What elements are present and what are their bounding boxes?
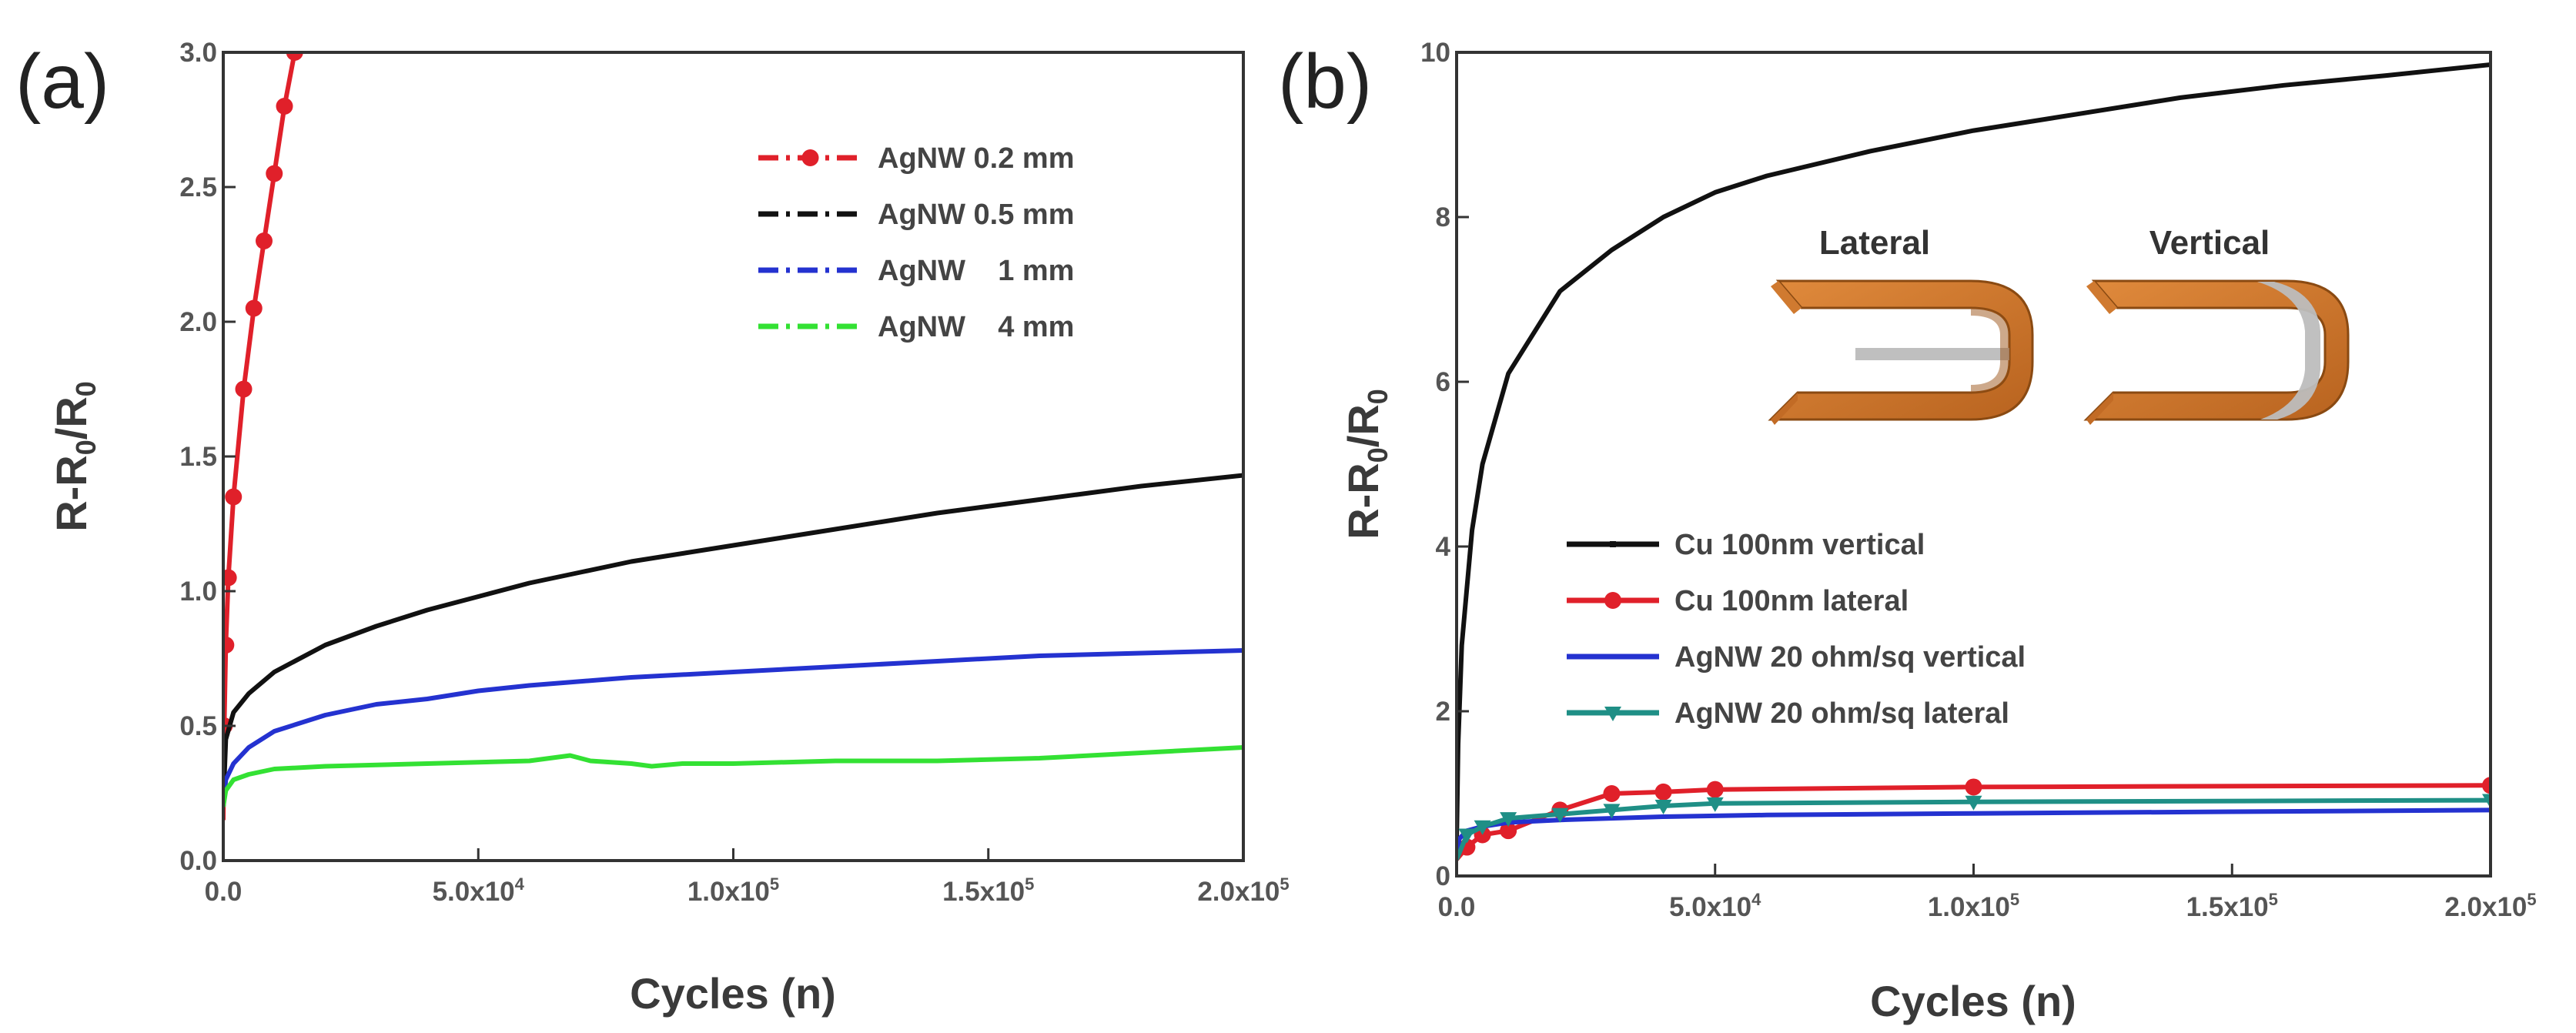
legend-item: AgNW 1 mm [758,255,1074,287]
data-point [1706,797,1724,812]
legend-item: AgNW 20 ohm/sq vertical [1567,641,2026,674]
x-tick-label: 1.5x105 [2186,890,2278,922]
data-point [1500,822,1517,840]
legend-item: AgNW 0.2 mm [758,142,1074,175]
series-line-1 [1457,783,2491,861]
data-point [1458,828,1476,844]
legend-label: AgNW 0.2 mm [878,142,1074,175]
vertical-bend-illustration [2083,279,2350,425]
data-point [2482,794,2491,809]
legend-item: Cu 100nm vertical [1567,529,1925,561]
panel-a-data [223,52,1243,821]
series-line-3 [1457,797,2491,861]
legend-label: AgNW 20 ohm/sq vertical [1674,641,2026,674]
y-tick-label: 0.0 [179,846,217,876]
panel-b: (b) Lateral Vertical 0 2 4 6 8 10 0.0 5.0x104 1… [1278,38,2537,1025]
y-tick-label: 0.5 [179,711,217,741]
series-line-3 [223,745,1243,807]
panel-b-yticks: 0 2 4 6 8 10 [1420,38,1469,891]
inset-label-lateral: Lateral [1819,224,1930,262]
x-tick-label: 1.5x105 [942,874,1034,907]
data-point [223,569,237,587]
series-line-2 [223,648,1243,807]
y-tick-label: 10 [1420,38,1450,68]
legend-marker [1604,707,1621,721]
panel-b-ylabel: R-R0/R0 [1339,389,1393,540]
data-point [223,637,235,654]
x-tick-label: 0.0 [205,877,243,907]
panel-b-xticks: 0.0 5.0x104 1.0x105 1.5x105 2.0x105 [1438,864,2537,922]
bending-inset: Lateral Vertical [1768,224,2350,425]
data-point [1654,800,1672,815]
data-point [1551,807,1569,823]
legend-marker [1604,592,1621,609]
panel-a-frame [222,51,1245,862]
data-point [1603,804,1621,819]
y-tick-label: 2.5 [179,172,217,202]
data-point [276,98,293,115]
panel-a-label: (a) [15,38,109,125]
y-tick-label: 2.0 [179,307,217,337]
data-point [1654,783,1672,801]
data-point [1965,795,1982,811]
panel-b-legend: Cu 100nm vertical Cu 100nm lateral AgNW 20… [1567,529,2026,730]
series-line-1 [223,473,1243,807]
legend-marker [1610,541,1616,547]
series-line-0 [1457,62,2491,844]
inset-label-vertical: Vertical [2149,224,2270,262]
panel-a-legend: AgNW 0.2 mm AgNW 0.5 mm AgNW 1 mm AgNW 4 mm [758,142,1074,343]
data-point [286,52,303,61]
y-tick-label: 4 [1436,532,1451,562]
x-tick-label: 5.0x104 [1669,890,1761,922]
panel-a-ylabel: R-R0/R0 [47,381,102,532]
panel-a: (a) 0.0 0.5 1.0 1.5 2.0 2.5 3.0 0.0 5.0x104 1.0x… [15,38,1290,1018]
legend-item: Cu 100nm lateral [1567,585,1909,617]
legend-item: AgNW 0.5 mm [758,199,1074,231]
y-tick-label: 8 [1436,202,1450,232]
y-tick-label: 6 [1436,367,1450,397]
y-tick-label: 1.5 [179,442,217,472]
x-tick-label: 2.0x105 [2444,890,2536,922]
data-point [245,299,263,317]
legend-label: AgNW 4 mm [878,311,1074,343]
data-point [1474,820,1491,835]
panel-a-yticks: 0.0 0.5 1.0 1.5 2.0 2.5 3.0 [179,38,236,876]
data-point [256,232,273,249]
legend-item: AgNW 20 ohm/sq lateral [1567,697,2009,730]
data-point [2482,777,2491,794]
x-tick-label: 0.0 [1438,892,1476,922]
panel-b-label: (b) [1278,38,1372,125]
legend-label: AgNW 20 ohm/sq lateral [1674,697,2009,730]
y-tick-label: 0 [1436,861,1450,891]
panel-a-xlabel: Cycles (n) [630,969,836,1018]
series-line-0 [223,52,297,821]
data-point [1500,812,1517,827]
x-tick-label: 1.0x105 [1928,890,2019,922]
x-tick-label: 5.0x104 [433,874,525,907]
x-tick-label: 2.0x105 [1197,874,1289,907]
data-point [1706,781,1724,798]
panel-b-data [1457,62,2491,861]
data-point [1603,785,1621,802]
lateral-bend-illustration [1768,279,2034,425]
data-point [266,165,283,182]
legend-item: AgNW 4 mm [758,311,1074,343]
legend-marker [801,149,819,166]
panel-b-frame [1455,51,2492,878]
data-point [1965,778,1982,796]
panel-a-xticks: 0.0 5.0x104 1.0x105 1.5x105 2.0x105 [205,848,1290,907]
legend-label: Cu 100nm vertical [1674,529,1925,561]
y-tick-label: 3.0 [179,38,217,68]
data-point [235,380,253,398]
legend-label: AgNW 1 mm [878,255,1074,287]
y-tick-label: 1.0 [179,577,217,607]
x-tick-label: 1.0x105 [687,874,779,907]
legend-label: AgNW 0.5 mm [878,199,1074,231]
panel-b-xlabel: Cycles (n) [1870,977,2076,1025]
legend-label: Cu 100nm lateral [1674,585,1909,617]
data-point [225,488,243,506]
y-tick-label: 2 [1436,697,1450,727]
